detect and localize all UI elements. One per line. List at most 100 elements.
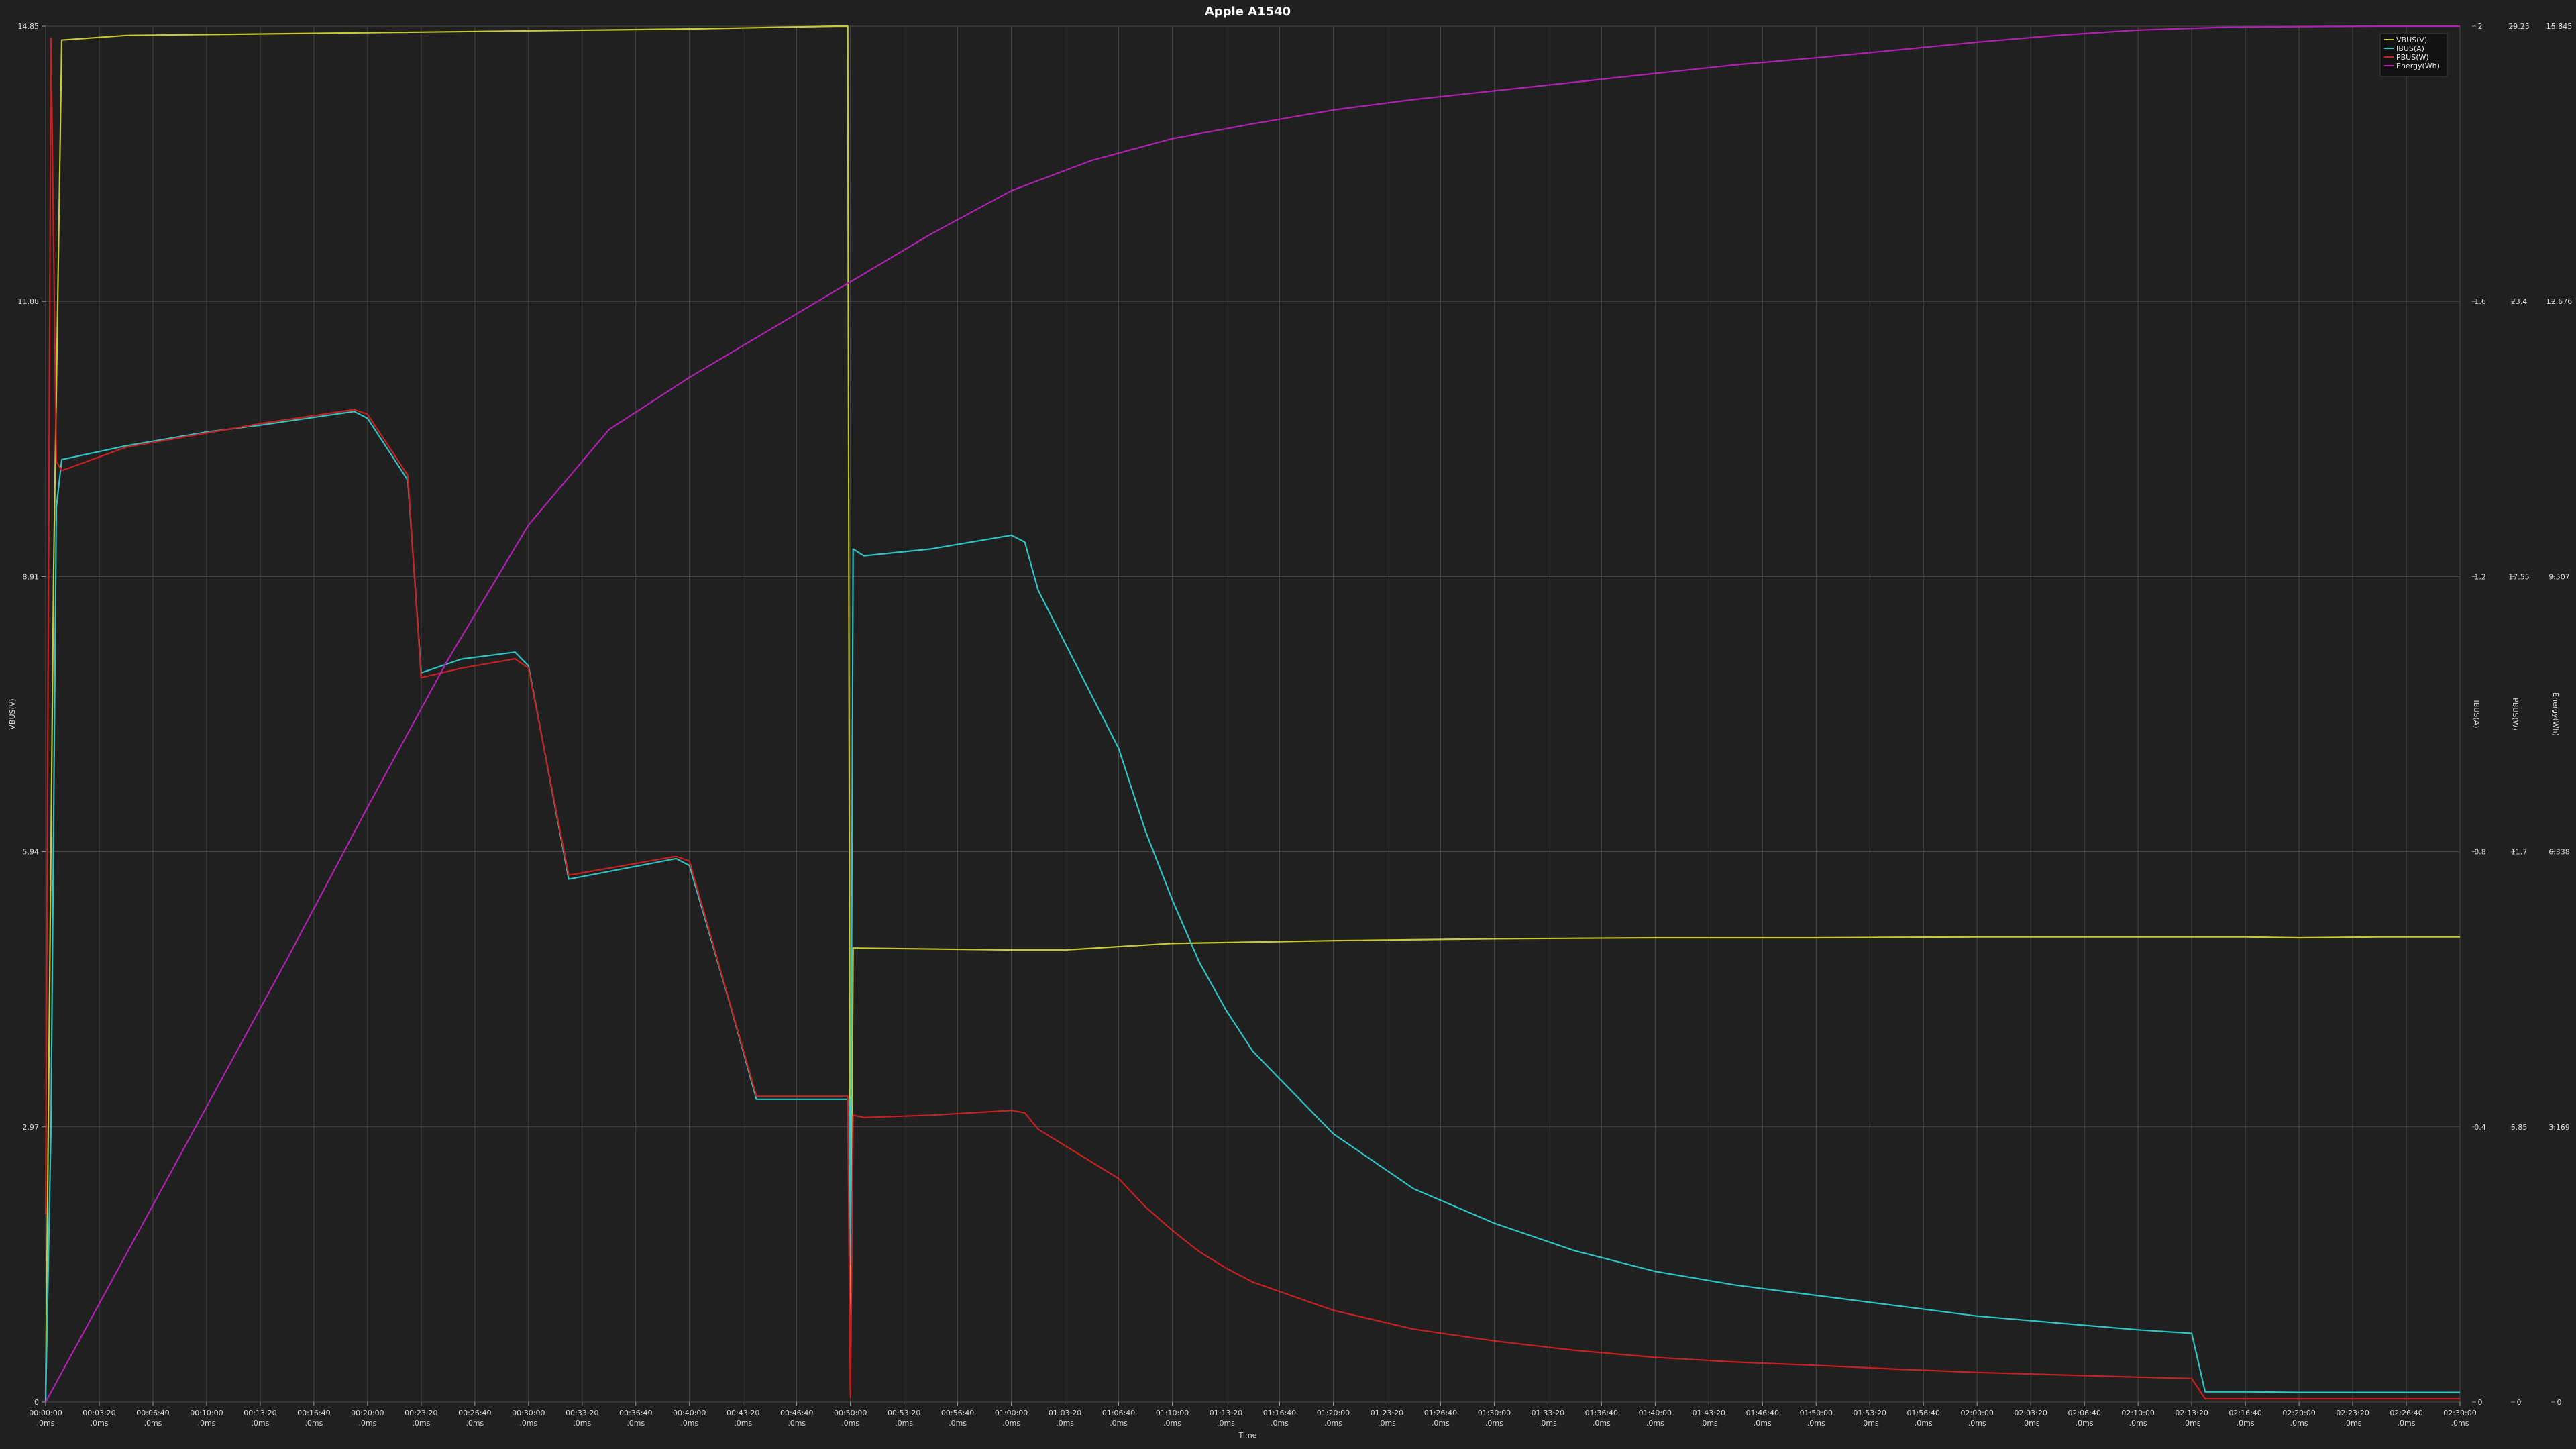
x-tick-label: 02:13:20 <box>2175 1409 2208 1417</box>
x-tick-sublabel: .0ms <box>1915 1419 1933 1428</box>
x-tick-label: 00:53:20 <box>888 1409 920 1417</box>
x-tick-label: 02:06:40 <box>2068 1409 2100 1417</box>
x-tick-label: 01:20:00 <box>1317 1409 1350 1417</box>
legend-box <box>2379 33 2448 77</box>
x-tick-label: 01:43:20 <box>1693 1409 1725 1417</box>
y-right-tick-label: 1.6 <box>2474 297 2486 306</box>
x-tick-label: 02:00:00 <box>1960 1409 1993 1417</box>
series-line-energy-wh <box>45 25 2460 1403</box>
x-tick-label: 00:10:00 <box>190 1409 223 1417</box>
x-tick-label: 00:33:20 <box>566 1409 598 1417</box>
y-right-tick-label: 17.55 <box>2508 572 2530 581</box>
x-tick-sublabel: .0ms <box>895 1419 913 1428</box>
legend-entry: PBUS(W) <box>2396 53 2429 62</box>
y-right-axis-label: IBUS(A) <box>2472 700 2481 729</box>
x-tick-sublabel: .0ms <box>734 1419 752 1428</box>
y-right-axis-label: Energy(Wh) <box>2551 692 2560 736</box>
axes-layer: 00:00:00 .0ms 00:03:20 .0ms 00:06:40 .0ms 00:1… <box>8 22 2572 1428</box>
x-tick-sublabel: .0ms <box>1056 1419 1074 1428</box>
x-tick-label: 01:46:40 <box>1746 1409 1779 1417</box>
y-right-tick-label: 12.676 <box>2546 297 2573 306</box>
x-tick-sublabel: .0ms <box>1002 1419 1020 1428</box>
y-left-tick-label: 2.97 <box>23 1123 40 1132</box>
x-tick-label: 00:50:00 <box>834 1409 867 1417</box>
x-tick-label: 00:03:20 <box>83 1409 115 1417</box>
x-tick-label: 01:16:40 <box>1263 1409 1296 1417</box>
y-left-tick-label: 14.85 <box>18 22 40 31</box>
x-tick-label: 02:23:20 <box>2336 1409 2369 1417</box>
y-right-tick-label: 0.8 <box>2474 848 2486 857</box>
grid <box>45 25 2461 1403</box>
y-right-tick-label: 5.85 <box>2511 1123 2528 1132</box>
x-tick-sublabel: .0ms <box>949 1419 967 1428</box>
x-tick-label: 01:36:40 <box>1585 1409 1618 1417</box>
x-tick-sublabel: .0ms <box>680 1419 698 1428</box>
x-tick-label: 02:03:20 <box>2014 1409 2047 1417</box>
x-tick-label: 00:46:40 <box>780 1409 813 1417</box>
x-tick-sublabel: .0ms <box>2129 1419 2147 1428</box>
series-line-ibus-a <box>44 411 2460 1403</box>
y-right-tick-label: 0.4 <box>2474 1123 2486 1132</box>
x-tick-sublabel: .0ms <box>1593 1419 1611 1428</box>
x-tick-sublabel: .0ms <box>1432 1419 1450 1428</box>
x-tick-label: 01:10:00 <box>1156 1409 1189 1417</box>
x-tick-sublabel: .0ms <box>197 1419 215 1428</box>
x-tick-label: 00:00:00 <box>29 1409 62 1417</box>
x-tick-sublabel: .0ms <box>1110 1419 1128 1428</box>
x-tick-sublabel: .0ms <box>1217 1419 1235 1428</box>
x-axis-label: Time <box>1238 1431 1257 1440</box>
y-right-tick-label: 0 <box>2478 1398 2483 1407</box>
x-tick-label: 01:56:40 <box>1907 1409 1940 1417</box>
x-tick-label: 01:30:00 <box>1478 1409 1511 1417</box>
x-tick-sublabel: .0ms <box>2022 1419 2040 1428</box>
y-left-tick-label: 8.91 <box>23 572 40 581</box>
x-tick-sublabel: .0ms <box>519 1419 537 1428</box>
x-tick-sublabel: .0ms <box>1646 1419 1664 1428</box>
series-line-vbus-v <box>44 25 2460 1403</box>
x-tick-sublabel: .0ms <box>2290 1419 2308 1428</box>
x-tick-label: 01:33:20 <box>1532 1409 1564 1417</box>
x-tick-sublabel: .0ms <box>466 1419 484 1428</box>
x-tick-sublabel: .0ms <box>573 1419 591 1428</box>
x-tick-sublabel: .0ms <box>91 1419 109 1428</box>
x-tick-label: 02:26:40 <box>2390 1409 2422 1417</box>
y-right-tick-label: 6.338 <box>2548 848 2570 857</box>
x-tick-label: 00:30:00 <box>512 1409 545 1417</box>
x-tick-label: 01:03:20 <box>1049 1409 1081 1417</box>
x-tick-label: 00:36:40 <box>619 1409 652 1417</box>
x-tick-label: 00:16:40 <box>297 1409 330 1417</box>
legend[interactable]: VBUS(V)IBUS(A)PBUS(W)Energy(Wh) <box>2379 33 2448 77</box>
series-layer <box>44 25 2460 1403</box>
x-tick-label: 01:53:20 <box>1854 1409 1886 1417</box>
legend-entry: VBUS(V) <box>2396 36 2427 44</box>
y-left-tick-label: 5.94 <box>23 848 40 857</box>
y-left-axis-label: VBUS(V) <box>8 698 17 729</box>
x-tick-sublabel: .0ms <box>788 1419 806 1428</box>
x-tick-sublabel: .0ms <box>144 1419 162 1428</box>
x-tick-sublabel: .0ms <box>1163 1419 1181 1428</box>
y-right-tick-label: 1.2 <box>2474 572 2486 581</box>
x-tick-sublabel: .0ms <box>37 1419 55 1428</box>
x-tick-sublabel: .0ms <box>251 1419 269 1428</box>
x-tick-sublabel: .0ms <box>1807 1419 1825 1428</box>
y-right-tick-label: 9.507 <box>2548 572 2570 581</box>
x-tick-sublabel: .0ms <box>1324 1419 1342 1428</box>
x-tick-sublabel: .0ms <box>2451 1419 2469 1428</box>
x-tick-label: 02:16:40 <box>2229 1409 2261 1417</box>
x-tick-label: 01:50:00 <box>1800 1409 1833 1417</box>
x-tick-label: 00:13:20 <box>244 1409 276 1417</box>
y-right-tick-label: 0 <box>2517 1398 2522 1407</box>
y-right-tick-label: 29.25 <box>2508 22 2530 31</box>
x-tick-sublabel: .0ms <box>1754 1419 1772 1428</box>
y-right-tick-label: 23.4 <box>2511 297 2528 306</box>
x-tick-sublabel: .0ms <box>305 1419 323 1428</box>
y-right-axis-label: PBUS(W) <box>2511 698 2520 731</box>
x-tick-sublabel: .0ms <box>1861 1419 1879 1428</box>
x-tick-label: 01:26:40 <box>1424 1409 1457 1417</box>
x-tick-sublabel: .0ms <box>2076 1419 2094 1428</box>
legend-entry: Energy(Wh) <box>2396 62 2440 70</box>
x-tick-label: 02:30:00 <box>2443 1409 2476 1417</box>
x-tick-label: 00:20:00 <box>351 1409 384 1417</box>
x-tick-sublabel: .0ms <box>358 1419 376 1428</box>
